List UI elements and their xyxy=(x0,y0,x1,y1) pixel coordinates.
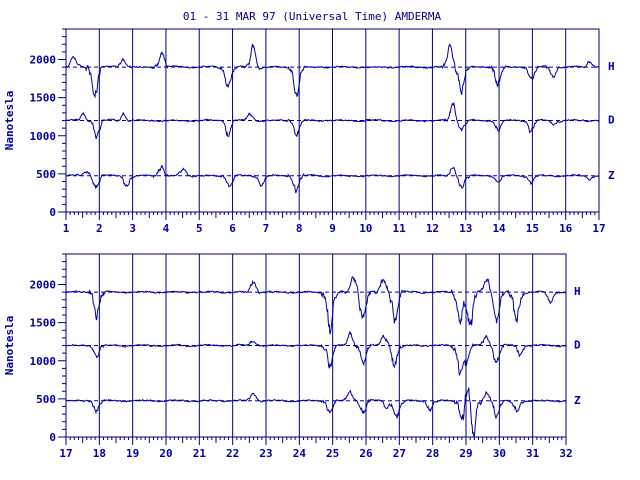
x-tick-label: 26 xyxy=(359,447,373,460)
panel-bottom: 17 18 19 20 21 22 23 24 25 26 27 28 29 30 31 32 0 500 1000… xyxy=(3,253,581,460)
x-tick-label: 23 xyxy=(259,447,272,460)
series-label-z: Z xyxy=(608,169,615,182)
x-tick-label: 27 xyxy=(393,447,406,460)
trace-z xyxy=(65,164,600,194)
series-label-d: D xyxy=(574,339,581,352)
trace-d xyxy=(66,101,600,140)
panel-top: 1 2 3 4 5 6 7 8 9 10 11 12 13 14 15 16 17050010001500200… xyxy=(3,28,615,235)
x-tick-label: 15 xyxy=(526,222,539,235)
x-tick-label: 5 xyxy=(196,222,203,235)
series-label-h: H xyxy=(574,285,581,298)
x-tick-label: 2 xyxy=(96,222,103,235)
x-tick-label: 16 xyxy=(559,222,573,235)
x-tick-label: 29 xyxy=(459,447,472,460)
series-label-h: H xyxy=(608,60,615,73)
x-tick-label: 32 xyxy=(559,447,572,460)
x-tick-label: 14 xyxy=(492,222,506,235)
trace-z xyxy=(65,387,567,439)
x-tick-label: 9 xyxy=(329,222,336,235)
x-tick-label: 30 xyxy=(493,447,506,460)
x-tick-label: 31 xyxy=(526,447,540,460)
x-tick-label: 3 xyxy=(129,222,136,235)
x-tick-label: 11 xyxy=(393,222,407,235)
series-label-d: D xyxy=(608,114,615,127)
y-tick-label: 0 xyxy=(49,206,56,219)
trace-h xyxy=(65,276,567,335)
x-tick-label: 28 xyxy=(426,447,439,460)
y-tick-label: 1000 xyxy=(30,355,57,368)
x-tick-label: 1 xyxy=(63,222,70,235)
x-tick-label: 24 xyxy=(293,447,307,460)
y-tick-label: 1000 xyxy=(30,130,57,143)
x-tick-label: 4 xyxy=(163,222,170,235)
x-tick-label: 18 xyxy=(93,447,106,460)
trace-d xyxy=(65,330,566,376)
x-tick-label: 22 xyxy=(226,447,239,460)
y-axis-label: Nanotesla xyxy=(3,91,16,151)
x-tick-label: 17 xyxy=(59,447,72,460)
series-label-z: Z xyxy=(574,394,581,407)
trace-h xyxy=(65,43,600,99)
y-tick-label: 2000 xyxy=(30,279,57,292)
chart-title: 01 - 31 MAR 97 (Universal Time) AMDERMA xyxy=(183,10,442,23)
x-tick-label: 21 xyxy=(193,447,207,460)
y-axis-label: Nanotesla xyxy=(3,316,16,376)
y-tick-label: 500 xyxy=(36,393,56,406)
x-tick-label: 7 xyxy=(263,222,270,235)
x-tick-label: 8 xyxy=(296,222,303,235)
y-tick-label: 500 xyxy=(36,168,56,181)
x-tick-label: 25 xyxy=(326,447,339,460)
y-tick-label: 0 xyxy=(49,431,56,444)
y-tick-label: 2000 xyxy=(30,54,57,67)
x-tick-label: 19 xyxy=(126,447,139,460)
x-tick-label: 12 xyxy=(426,222,439,235)
x-tick-label: 6 xyxy=(229,222,236,235)
y-tick-label: 1500 xyxy=(30,317,57,330)
x-tick-label: 10 xyxy=(359,222,372,235)
x-tick-label: 13 xyxy=(459,222,472,235)
x-tick-label: 17 xyxy=(592,222,605,235)
x-tick-label: 20 xyxy=(159,447,172,460)
y-tick-label: 1500 xyxy=(30,92,57,105)
